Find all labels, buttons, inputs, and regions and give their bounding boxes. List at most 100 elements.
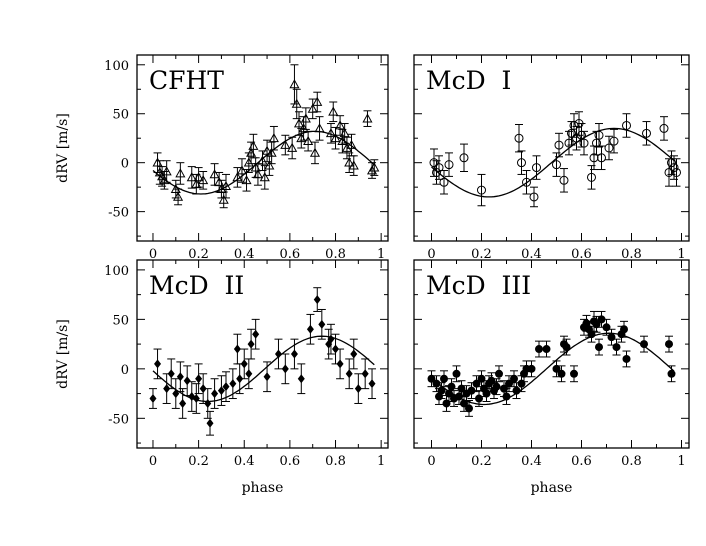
data-point [330,132,341,143]
data-point [281,364,289,374]
data-point [268,132,279,143]
data-point [620,325,628,334]
data-point [475,394,483,403]
data-point [554,140,564,150]
x-tick-label: 0.6 [571,247,592,262]
x-tick-label: 0.6 [571,454,592,469]
data-point [432,167,441,177]
data-point [447,382,456,391]
plot-frame [136,54,389,242]
data-point [309,147,321,157]
data-point [559,175,569,185]
data-point [161,166,172,176]
data-point [280,139,291,149]
panel-2: 0 0.2 0.4 0.6 0.8 1 McD I [413,54,690,262]
panel-title: McD III [426,271,531,300]
y-tick-label: 0 [121,363,129,378]
data-point [477,185,486,195]
data-point [434,163,444,173]
x-tick-label: 0 [149,247,157,262]
data-point [607,333,616,342]
data-point [640,340,648,349]
x-tick-label: 0.4 [521,247,542,262]
data-point [175,168,186,178]
data-point [336,359,344,369]
data-point [167,369,175,379]
data-point [199,384,207,394]
data-point [300,113,311,123]
x-tick-label: 0.2 [188,247,209,262]
data-point [193,172,204,182]
data-point [542,345,551,354]
y-tick-label: -50 [108,206,129,221]
x-tick-label: 0.6 [280,247,301,262]
plot-frame [413,259,690,449]
data-point [307,103,318,113]
panel-1: 0 0.2 0.4 0.6 0.8 1 -50 0 50 100 CFHT dRV [m/s] [55,54,389,262]
data-point [293,118,305,128]
data-point [622,120,631,130]
plot-frame [413,54,690,242]
data-point [562,343,571,352]
data-point [179,398,187,408]
data-point [344,157,355,167]
data-point [192,394,200,404]
data-point [604,143,614,153]
data-point [609,136,619,146]
data-point [552,364,561,373]
data-point [176,372,184,382]
data-point [314,123,325,133]
fit-curve [431,127,675,198]
data-point [262,145,273,155]
data-point [529,192,539,202]
data-point [339,128,350,138]
data-point [257,155,268,165]
y-tick-label: -50 [108,412,129,427]
data-point [259,172,270,182]
data-point [241,175,252,185]
panel-4: 0 0.2 0.4 0.6 0.8 1 McD III phase [413,259,690,496]
data-point [335,120,346,130]
data-point [204,398,212,408]
plot-frame [136,259,389,449]
fit-curve [431,332,675,406]
data-point [665,340,673,349]
data-point [368,379,376,389]
data-point [592,320,601,329]
data-point [172,389,180,399]
data-point [527,364,536,373]
data-point [217,386,225,396]
data-point [325,128,337,138]
data-point [535,345,543,354]
data-point [570,369,578,378]
x-tick-label: 0 [427,454,435,469]
x-tick-label: 1 [677,454,685,469]
data-point [552,160,561,170]
data-point [206,418,214,428]
x-tick-label: 1 [377,454,385,469]
data-point [183,376,191,386]
x-tick-label: 0.8 [325,454,346,469]
data-point [522,177,531,187]
data-point [427,374,436,383]
data-point [457,384,466,393]
x-tick-label: 0 [427,247,435,262]
data-point [163,384,171,394]
x-tick-label: 0 [149,454,157,469]
data-point [510,374,518,383]
y-tick-label: 100 [104,264,129,279]
data-point [354,384,362,394]
x-tick-label: 0.4 [234,247,255,262]
data-point [612,343,621,352]
panel-title: McD I [426,66,511,95]
data-point [297,374,305,384]
data-point [667,369,676,378]
y-tick-label: 100 [104,59,129,74]
data-point [429,158,439,168]
data-point [642,128,651,138]
data-point [211,389,219,399]
data-point [512,386,521,395]
x-tick-label: 0.2 [471,247,492,262]
data-point [306,324,314,334]
data-point [220,180,232,191]
